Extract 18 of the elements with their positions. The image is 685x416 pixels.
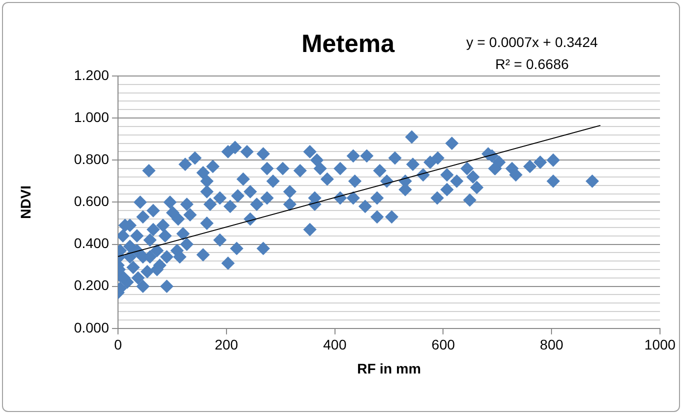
x-tick-label: 200 [214, 336, 238, 353]
y-tick-label: 0.200 [74, 277, 110, 294]
y-tick-label: 0.600 [74, 193, 110, 210]
y-tick-label: 0.000 [74, 319, 110, 336]
x-tick-label: 400 [323, 336, 347, 353]
text: y = 0.0007x + 0.3424 [466, 34, 598, 50]
y-tick-label: 1.000 [74, 108, 110, 125]
x-tick-label: 0 [114, 336, 122, 353]
y-tick-label: 0.800 [74, 150, 110, 167]
text: R² = 0.6686 [495, 56, 569, 72]
y-tick-label: 0.400 [74, 235, 110, 252]
y-tick-label: 1.200 [74, 66, 110, 83]
y-axis-title: NDVI [17, 185, 34, 219]
x-tick-label: 600 [432, 336, 456, 353]
chart-title: Metema [301, 30, 396, 58]
x-tick-label: 1000 [644, 336, 676, 353]
x-tick-label: 800 [540, 336, 564, 353]
x-axis-title: RF in mm [357, 360, 421, 376]
